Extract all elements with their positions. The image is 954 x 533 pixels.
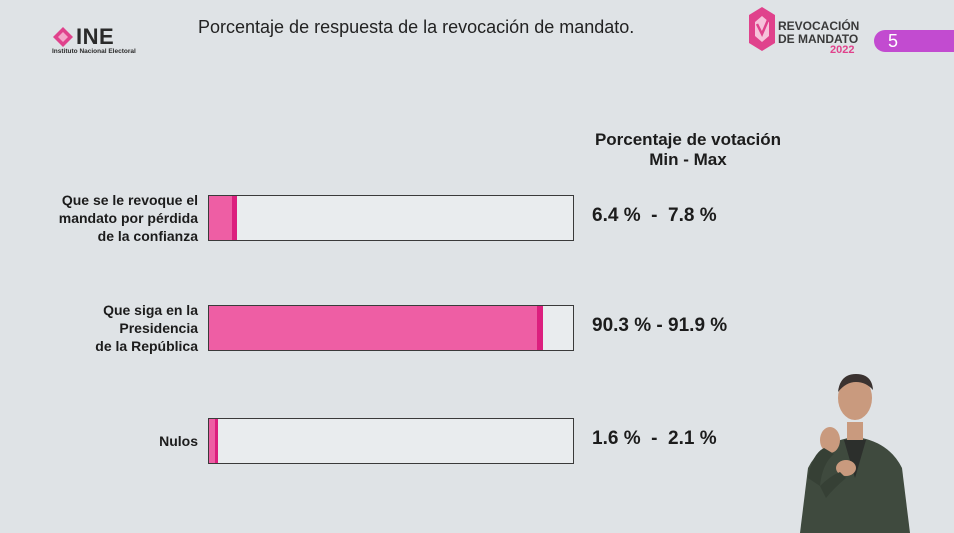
bar-min: [209, 419, 215, 463]
category-label: Que siga en la Presidencia de la República: [28, 301, 198, 355]
range-header-line2: Min - Max: [649, 150, 727, 169]
category-label-line: de la República: [95, 338, 198, 354]
ine-diamond-icon: [53, 27, 73, 47]
ine-subtitle: Instituto Nacional Electoral: [52, 48, 136, 55]
sign-language-interpreter: [800, 374, 910, 533]
category-label-line: mandato por pérdida: [58, 210, 198, 226]
range-column-header: Porcentaje de votación Min - Max: [562, 130, 814, 170]
category-label-line: de la confianza: [97, 228, 198, 244]
bar-track: [208, 418, 574, 464]
bar-min: [209, 306, 537, 350]
ine-logo: INE Instituto Nacional Electoral: [52, 24, 152, 58]
category-label-line: Presidencia: [119, 320, 198, 336]
bar-range: [536, 306, 543, 350]
bar-range: [232, 196, 238, 240]
range-header-line1: Porcentaje de votación: [594, 130, 782, 149]
ine-wordmark: INE: [76, 24, 115, 49]
category-label-line: Nulos: [159, 433, 198, 449]
category-label-line: Que siga en la: [103, 302, 198, 318]
bar-range: [214, 419, 218, 463]
bar-track: [208, 195, 574, 241]
category-label-line: Que se le revoque el: [61, 192, 198, 208]
category-label: Nulos: [28, 432, 198, 450]
range-value: 6.4 % - 7.8 %: [592, 205, 717, 226]
category-label: Que se le revoque el mandato por pérdida d…: [28, 191, 198, 245]
revocacion-line2: DE MANDATO: [778, 32, 859, 46]
revocacion-line1: REVOCACIÓN: [778, 19, 860, 33]
revocacion-hexagon-icon: [749, 7, 775, 51]
page-title: Porcentaje de respuesta de la revocación…: [198, 17, 635, 37]
range-value: 90.3 % - 91.9 %: [592, 315, 728, 336]
bar-min: [209, 196, 233, 240]
revocacion-year: 2022: [830, 44, 855, 56]
range-value: 1.6 % - 2.1 %: [592, 428, 717, 449]
page-number-badge: 5: [874, 30, 954, 52]
bar-track: [208, 305, 574, 351]
revocacion-logo: REVOCACIÓN DE MANDATO 2022: [748, 6, 868, 56]
